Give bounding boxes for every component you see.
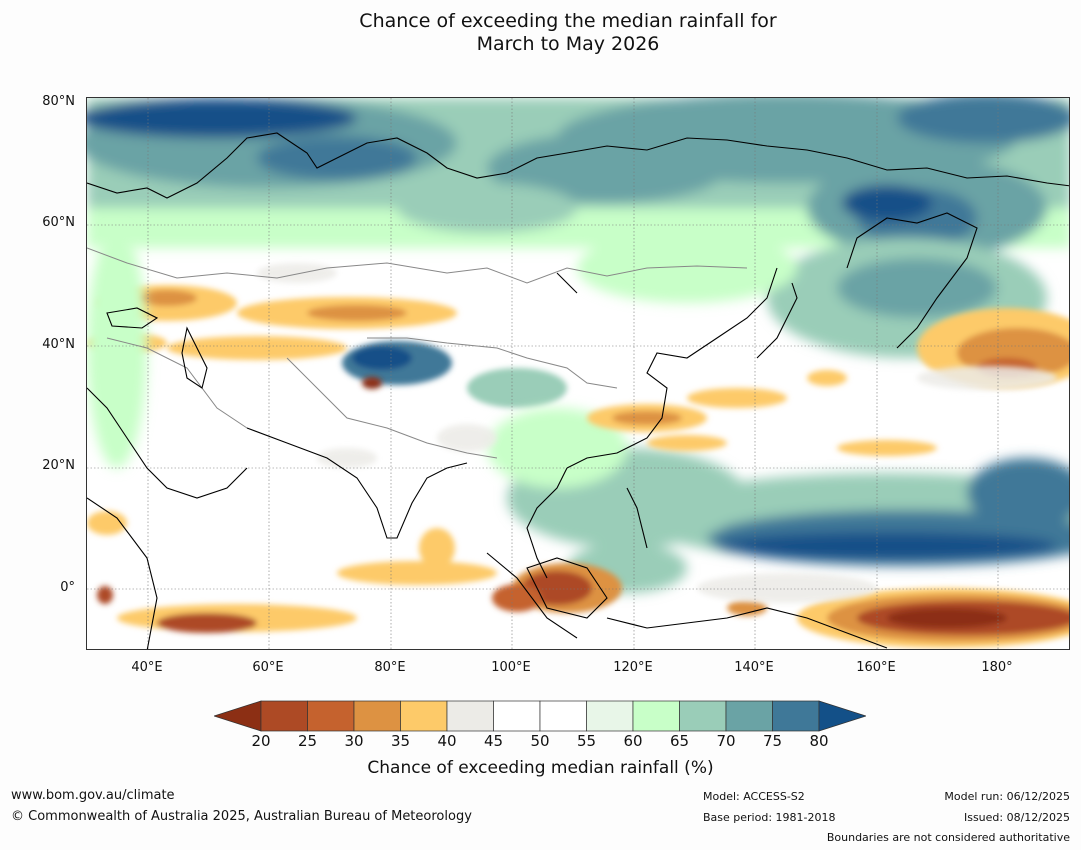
footer-model: Model: ACCESS-S2 [703, 790, 805, 803]
title-line-1: Chance of exceeding the median rainfall … [359, 10, 777, 32]
colorbar-tick-label: 50 [530, 732, 550, 750]
footer-base-period: Base period: 1981-2018 [703, 811, 836, 824]
footer-website: www.bom.gov.au/climate [11, 788, 175, 803]
colorbar [212, 700, 868, 732]
colorbar-tick-label: 70 [716, 732, 736, 750]
rainfall-map [86, 97, 1070, 650]
colorbar-segment [586, 700, 634, 732]
colorbar-segment [400, 700, 448, 732]
lon-label-60e: 60°E [252, 660, 284, 675]
central-asia-dry-region [87, 285, 457, 389]
colorbar-tick-label: 25 [297, 732, 318, 750]
colorbar-tick-label: 30 [344, 732, 364, 750]
colorbar-tick-label: 20 [251, 732, 271, 750]
pacific-wet-region [87, 228, 1069, 593]
lon-label-140e: 140°E [734, 660, 774, 675]
chart-title: Chance of exceeding the median rainfall … [0, 10, 1081, 56]
colorbar-segment [772, 700, 820, 732]
tibet-wet-region [342, 341, 567, 408]
colorbar-tick-label: 65 [669, 732, 690, 750]
colorbar-tick-label: 80 [809, 732, 829, 750]
footer-model-run: Model run: 06/12/2025 [944, 790, 1070, 803]
neutral-patches [257, 263, 1057, 603]
colorbar-tick-label: 60 [623, 732, 643, 750]
lat-label-80n: 80°N [42, 94, 75, 109]
colorbar-segment [260, 700, 308, 732]
colorbar-label: Chance of exceeding median rainfall (%) [367, 758, 714, 778]
graticule [87, 98, 1069, 649]
lon-label-40e: 40°E [131, 660, 163, 675]
colorbar-segment [493, 700, 541, 732]
colorbar-segment [679, 700, 727, 732]
lat-label-0: 0° [60, 580, 75, 595]
lon-label-80e: 80°E [374, 660, 406, 675]
lat-label-40n: 40°N [42, 337, 75, 352]
footer-disclaimer: Boundaries are not considered authoritat… [826, 831, 1070, 844]
colorbar-tick-label: 40 [437, 732, 457, 750]
colorbar-tick-label: 55 [576, 732, 597, 750]
colorbar-ticks: 20 25 30 35 40 45 50 55 60 65 70 75 80 [0, 732, 1081, 752]
lon-label-100e: 100°E [491, 660, 531, 675]
colorbar-segment [632, 700, 680, 732]
colorbar-svg [212, 700, 868, 732]
lat-label-20n: 20°N [42, 458, 75, 473]
equatorial-dry-region [87, 511, 1069, 648]
colorbar-extend-low [212, 700, 262, 732]
colorbar-tick-label: 45 [483, 732, 504, 750]
colorbar-segment [446, 700, 494, 732]
lon-label-120e: 120°E [613, 660, 653, 675]
colorbar-segment [353, 700, 401, 732]
colorbar-segment [539, 700, 587, 732]
colorbar-tick-label: 35 [390, 732, 411, 750]
colorbar-tick-label: 75 [762, 732, 783, 750]
country-boundaries [87, 247, 748, 459]
coastlines [87, 132, 1069, 649]
map-canvas [87, 98, 1069, 649]
lon-label-160e: 160°E [856, 660, 896, 675]
colorbar-segment [307, 700, 355, 732]
colorbar-extend-high [818, 700, 868, 732]
footer-copyright: © Commonwealth of Australia 2025, Austra… [11, 809, 472, 824]
footer-issued: Issued: 08/12/2025 [963, 811, 1070, 824]
lat-label-60n: 60°N [42, 215, 75, 230]
lon-label-180: 180° [981, 660, 1013, 675]
title-line-2: March to May 2026 [476, 33, 660, 55]
colorbar-segment [725, 700, 773, 732]
